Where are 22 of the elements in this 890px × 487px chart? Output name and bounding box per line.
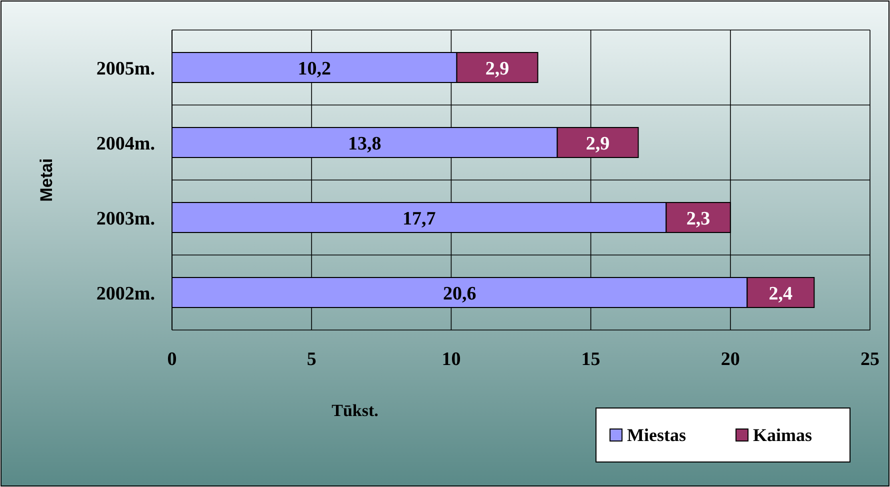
- y-tick-label: 2005m.: [96, 58, 155, 80]
- data-label: 13,8: [348, 134, 382, 154]
- data-label: 2,9: [485, 58, 510, 80]
- legend-label: Kaimas: [753, 425, 812, 445]
- x-tick-label: 5: [306, 349, 316, 370]
- y-axis-title: Metai: [37, 158, 56, 202]
- x-tick-label: 0: [167, 349, 177, 370]
- x-tick-label: 20: [720, 349, 740, 370]
- data-label: 2,4: [768, 284, 794, 304]
- x-tick-label: 15: [581, 349, 600, 370]
- y-tick-label: 2003m.: [96, 208, 155, 230]
- y-tick-label: 2002m.: [96, 284, 155, 304]
- x-tick-label: 25: [860, 349, 880, 370]
- data-label: 20,6: [442, 284, 476, 304]
- data-label: 2,3: [686, 208, 710, 230]
- data-label: 17,7: [402, 208, 436, 230]
- x-axis-title: Tūkst.: [332, 401, 378, 420]
- data-label: 2,9: [586, 134, 610, 154]
- y-tick-label: 2004m.: [96, 134, 155, 154]
- legend-label: Miestas: [627, 425, 686, 445]
- x-tick-label: 10: [442, 349, 461, 370]
- data-label: 10,2: [298, 58, 332, 80]
